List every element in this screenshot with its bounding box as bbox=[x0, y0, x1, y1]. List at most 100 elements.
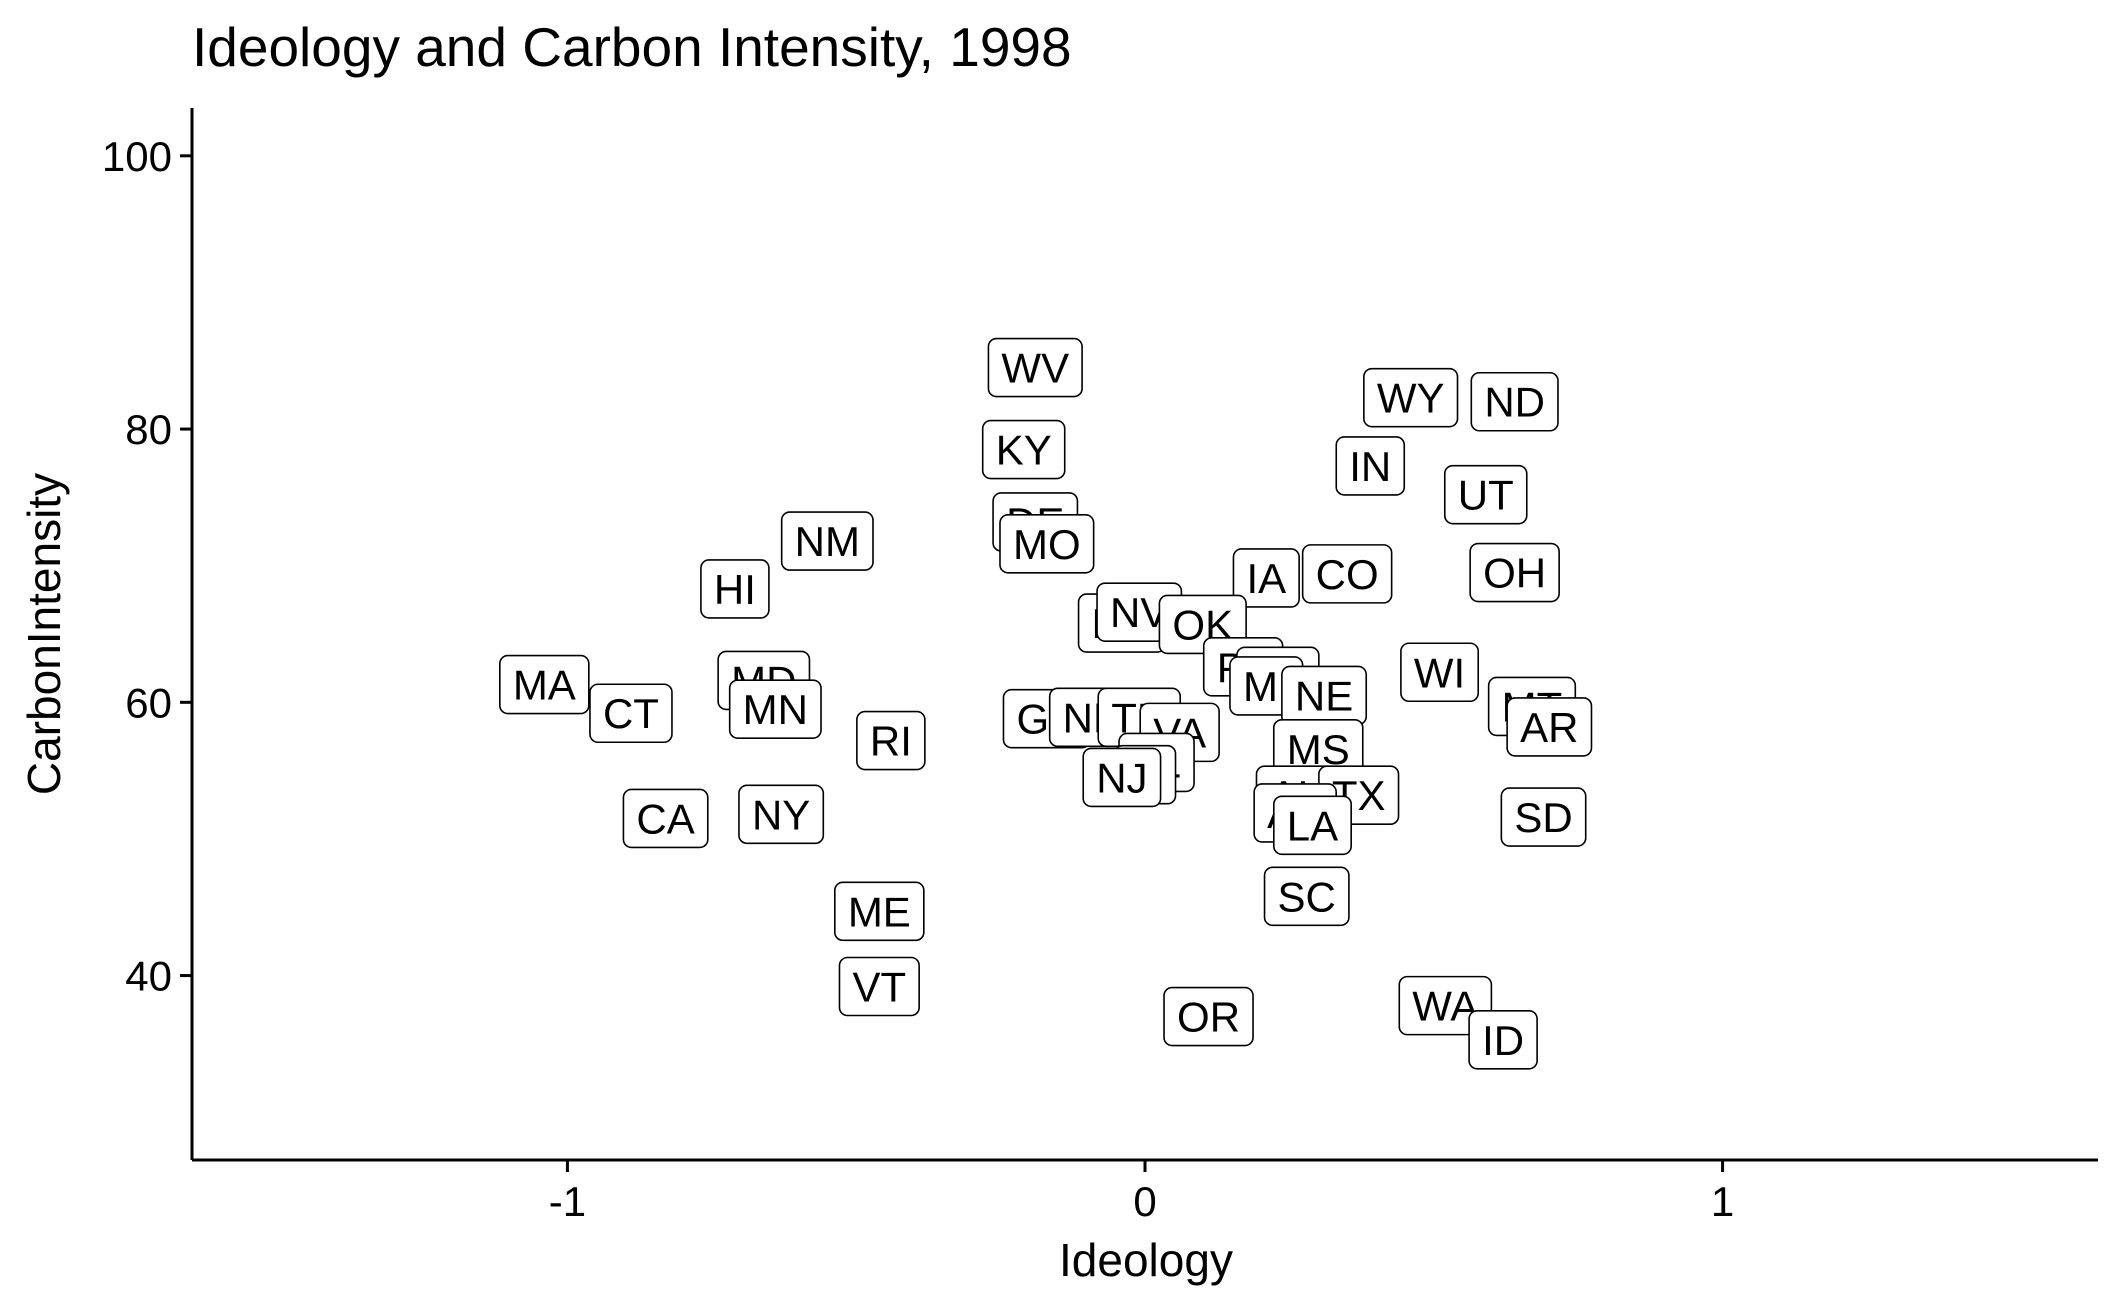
point-label: CA bbox=[622, 788, 709, 849]
point-label: MO bbox=[999, 514, 1095, 574]
point-label-box bbox=[589, 683, 673, 744]
point-label-box bbox=[1506, 697, 1593, 757]
point-label-box bbox=[1470, 371, 1559, 432]
point-label-box bbox=[1263, 866, 1350, 927]
point-label: NM bbox=[780, 511, 874, 571]
point-label-text: NJ bbox=[1096, 754, 1147, 801]
x-tick-label: 0 bbox=[1133, 1178, 1156, 1225]
point-label-box bbox=[1335, 436, 1406, 496]
point-label: KY bbox=[981, 419, 1066, 480]
point-label: ME bbox=[834, 881, 925, 942]
point-label: NY bbox=[738, 784, 825, 845]
point-label: CT bbox=[589, 683, 673, 744]
point-label-text: ND bbox=[1484, 379, 1545, 426]
point-label-text: MA bbox=[513, 662, 576, 709]
point-label: HI bbox=[700, 559, 770, 619]
point-label-box bbox=[1468, 1009, 1538, 1070]
point-label: NE bbox=[1281, 665, 1368, 726]
y-axis-ticks: 40 60 80 100 bbox=[102, 133, 192, 1000]
point-label-text: ME bbox=[848, 888, 911, 935]
point-label: ND bbox=[1470, 371, 1559, 432]
y-tick-label: 60 bbox=[125, 679, 172, 726]
point-labels: WVWYNDKYINUTDENMMOHIIACOOHNCNVOKPAKSMIWI… bbox=[499, 337, 1593, 1070]
point-label: UT bbox=[1443, 464, 1528, 525]
point-label: RI bbox=[856, 710, 926, 771]
point-label-box bbox=[738, 784, 825, 845]
x-tick-label: 1 bbox=[1711, 1178, 1734, 1225]
point-label-box bbox=[728, 679, 822, 739]
point-label-box bbox=[1500, 787, 1587, 847]
point-label: AR bbox=[1506, 697, 1593, 757]
point-label-text: AR bbox=[1520, 704, 1578, 751]
point-label: VT bbox=[838, 956, 920, 1017]
point-label: LA bbox=[1273, 795, 1352, 856]
point-label: OH bbox=[1469, 542, 1560, 603]
point-label-text: CT bbox=[603, 690, 659, 737]
point-label-text: SD bbox=[1514, 794, 1572, 841]
x-axis-ticks: -1 0 1 bbox=[549, 1160, 1734, 1225]
point-label-text: ID bbox=[1482, 1017, 1524, 1064]
point-label-box bbox=[700, 559, 770, 619]
point-label-text: WI bbox=[1414, 649, 1465, 696]
x-axis-title: Ideology bbox=[1059, 1234, 1233, 1286]
point-label: SD bbox=[1500, 787, 1587, 847]
point-label-box bbox=[499, 654, 590, 715]
point-label-box bbox=[1273, 795, 1352, 856]
point-label-text: MS bbox=[1287, 726, 1350, 773]
x-tick-label: -1 bbox=[549, 1178, 586, 1225]
point-label-text: LA bbox=[1287, 802, 1338, 849]
point-label: MA bbox=[499, 654, 590, 715]
point-label-text: WV bbox=[1001, 345, 1069, 392]
point-label: MS bbox=[1272, 718, 1364, 779]
point-label-text: IA bbox=[1246, 555, 1286, 602]
point-label-text: RI bbox=[870, 718, 912, 765]
point-label-text: OR bbox=[1177, 994, 1240, 1041]
point-label: CO bbox=[1301, 544, 1393, 604]
point-label-text: KY bbox=[996, 427, 1052, 474]
y-tick-label: 80 bbox=[125, 406, 172, 453]
point-label-text: VT bbox=[852, 963, 906, 1010]
point-label: SC bbox=[1263, 866, 1350, 927]
point-label: OR bbox=[1163, 986, 1254, 1047]
point-label-box bbox=[1232, 548, 1300, 608]
point-label-text: IN bbox=[1349, 443, 1391, 490]
point-label-text: NM bbox=[795, 518, 860, 565]
point-label: NJ bbox=[1082, 747, 1162, 808]
point-label-box bbox=[1400, 642, 1480, 703]
point-label-text: SC bbox=[1278, 873, 1336, 920]
point-label-box bbox=[856, 710, 926, 771]
point-label: MN bbox=[728, 679, 822, 739]
point-label-box bbox=[1163, 986, 1254, 1047]
point-label-box bbox=[1082, 747, 1162, 808]
point-label-text: NE bbox=[1295, 672, 1353, 719]
point-label-text: MO bbox=[1013, 521, 1081, 568]
point-label: WI bbox=[1400, 642, 1480, 703]
y-tick-label: 100 bbox=[102, 133, 172, 180]
point-label-text: NY bbox=[752, 791, 810, 838]
point-label-box bbox=[834, 881, 925, 942]
point-label: IN bbox=[1335, 436, 1406, 496]
point-label: ID bbox=[1468, 1009, 1538, 1070]
point-label-text: WA bbox=[1412, 983, 1478, 1030]
point-label-box bbox=[1363, 367, 1459, 428]
point-label-box bbox=[780, 511, 874, 571]
point-label: IA bbox=[1232, 548, 1300, 608]
chart-title: Ideology and Carbon Intensity, 1998 bbox=[192, 16, 1072, 78]
point-label-text: CA bbox=[636, 795, 694, 842]
y-tick-label: 40 bbox=[125, 953, 172, 1000]
point-label-box bbox=[1301, 544, 1393, 604]
point-label-text: UT bbox=[1458, 472, 1514, 519]
point-label-box bbox=[987, 337, 1083, 398]
point-label: WY bbox=[1363, 367, 1459, 428]
point-label-box bbox=[981, 419, 1066, 480]
point-label-text: WY bbox=[1377, 375, 1445, 422]
point-label-box bbox=[1443, 464, 1528, 525]
point-label-box bbox=[838, 956, 920, 1017]
point-label-text: OH bbox=[1483, 550, 1546, 597]
point-label-box bbox=[999, 514, 1095, 574]
point-label-text: MN bbox=[743, 686, 808, 733]
point-label-box bbox=[622, 788, 709, 849]
y-axis-title: CarbonIntensity bbox=[18, 473, 70, 795]
point-label-text: HI bbox=[714, 566, 756, 613]
